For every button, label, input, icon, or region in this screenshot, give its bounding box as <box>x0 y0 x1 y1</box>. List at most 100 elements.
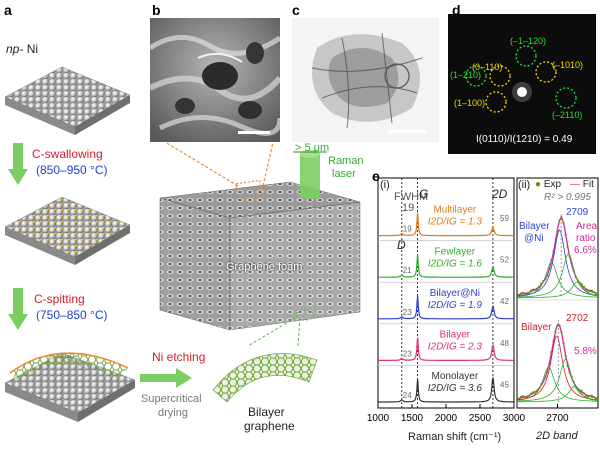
material-suffix: - Ni <box>19 42 39 56</box>
sub-ii-label: (ii) <box>518 179 531 191</box>
bilayer-ni-band-exp-point <box>519 292 523 295</box>
peak-d-label: D <box>397 238 406 252</box>
x-tick-label-ii: 2700 <box>546 413 569 424</box>
fwhm-g-value: 23 <box>403 308 412 317</box>
etch-title: Ni etching <box>152 350 206 364</box>
series-ratio-label: I2D/IG = 2.3 <box>428 342 483 353</box>
laser-line1: Raman <box>328 155 364 167</box>
x-axis-label-2d: 2D band <box>536 430 578 442</box>
scale-bar <box>387 129 427 134</box>
product-line1: Bilayer <box>248 405 285 419</box>
fwhm-2d-value: 59 <box>500 214 509 223</box>
legend-exp-text: Exp <box>543 179 562 190</box>
bilayer-ni-line1: Bilayer <box>519 221 550 232</box>
bilayer-ni-band-exp-point <box>564 233 567 236</box>
panel-label-a: a <box>4 2 12 18</box>
series-name-label: Fewlayer <box>435 246 476 257</box>
bilayer-ni-band-exp-point <box>562 221 565 224</box>
series-ratio-label: I2D/IG = 1.3 <box>428 217 483 228</box>
bilayer-band-exp-point <box>560 330 563 334</box>
spectrum-line <box>378 376 514 403</box>
bilayer-ni-band-exp-point <box>590 289 594 292</box>
step2-title: C-spitting <box>34 292 85 306</box>
bilayer-band-component <box>516 385 598 403</box>
series-name-label: Bilayer@Ni <box>430 288 480 299</box>
legend-fit-text: Fit <box>582 179 594 190</box>
zoom-lines-bottom <box>247 318 300 347</box>
spectrum-line <box>378 212 514 237</box>
series-ratio-label: I2D/IG = 1.6 <box>428 258 483 269</box>
dry-line2: drying <box>158 407 188 419</box>
bilayer-band-exp-point <box>524 395 527 398</box>
saed-label-1m100: (1–100) <box>454 98 486 108</box>
zoom-line <box>262 141 274 187</box>
material-prefix: np <box>6 42 20 56</box>
material-label: np- Ni <box>6 42 38 56</box>
fwhm-2d-value: 45 <box>500 380 509 389</box>
legend-exp: ● Exp <box>535 179 562 190</box>
x-axis-label: Raman shift (cm⁻¹) <box>408 431 502 443</box>
saed-ratio: I(0110)/I(1210) = 0.49 <box>476 134 573 145</box>
bilayer-ni-band-component <box>517 281 598 299</box>
sem-image <box>150 18 280 142</box>
product-line2: graphene <box>244 419 295 433</box>
spectrum-line <box>378 295 514 320</box>
bilayer-graphene-sheet <box>212 353 318 403</box>
bilayer-ni-band-exp-point <box>566 245 569 248</box>
bilayer-ni-band-exp-point <box>530 289 533 292</box>
saed-spot-ring <box>465 65 487 87</box>
saed-spot-ring <box>535 61 557 83</box>
peak-bottom: 2702 <box>566 313 589 324</box>
bilayer-band-exp-point <box>546 371 549 374</box>
bilayer-band-exp-point <box>558 324 561 327</box>
area-line2: ratio <box>576 233 596 244</box>
bilayer-ni-band-exp-point <box>546 274 549 277</box>
bilayer-ni-band-exp-point <box>596 293 600 296</box>
bilayer-ni-band-exp-point <box>522 291 525 294</box>
bilayer-ni-band-exp-point <box>582 285 585 288</box>
arrow-down-2 <box>8 288 28 330</box>
step2-temp: (750–850 °C) <box>36 308 108 322</box>
bilayer-band-exp-point <box>552 339 555 343</box>
bilayer-ni-line2: @Ni <box>524 233 544 244</box>
arrow-right-etch <box>140 368 192 388</box>
bilayer-band-component <box>516 335 598 401</box>
bilayer-ni-band-exp-point <box>556 229 559 232</box>
fwhm-2d-value: 52 <box>500 256 509 265</box>
panel-label-e: e <box>372 168 380 184</box>
beam-size: > 5 μm <box>295 142 330 154</box>
series-name-label: Bilayer <box>440 330 471 341</box>
bilayer-ni-band-exp-point <box>532 288 535 291</box>
peak-2d-label: 2D <box>492 187 508 201</box>
legend-fit: — Fit <box>570 179 594 190</box>
saed-label-m1m1120: (–1–120) <box>510 36 547 46</box>
r2-text: R² > 0.995 <box>544 192 591 203</box>
bilayer-ni-band-component <box>516 229 598 297</box>
bilayer-ni-band-component <box>517 253 598 298</box>
ni-slab-2 <box>4 196 131 265</box>
bilayer-band-exp-point <box>532 391 535 394</box>
zoom-ellipse <box>295 309 315 321</box>
x-tick-label: 1500 <box>401 413 424 424</box>
fwhm-2d-value: 42 <box>500 297 509 306</box>
saed-spot-ring <box>489 65 511 87</box>
series-ratio-label: I2D/IG = 3.6 <box>428 383 483 394</box>
dry-line1: Supercritical <box>141 393 202 405</box>
step1-title: C-swallowing <box>32 147 103 161</box>
bilayer-band-exp-point <box>530 392 533 395</box>
bilayer-ni-band-exp-point <box>558 219 561 222</box>
panel-label-b: b <box>152 2 161 18</box>
panel-label-d: d <box>452 2 461 18</box>
scale-bar <box>238 131 270 134</box>
foam-schematic <box>159 141 361 331</box>
arrow-down-1 <box>8 143 28 185</box>
bilayer-band-exp-point <box>522 395 525 398</box>
saed-label-m1010: (–1010) <box>552 60 584 70</box>
bilayer-band-exp-point <box>554 330 557 333</box>
zoom-box <box>235 179 263 201</box>
bilayer-band-exp-point <box>582 392 585 395</box>
fwhm-head-value: 19 <box>402 202 415 214</box>
saed-spot-ring <box>555 87 577 109</box>
bilayer-ni-band-exp-point <box>592 291 596 294</box>
